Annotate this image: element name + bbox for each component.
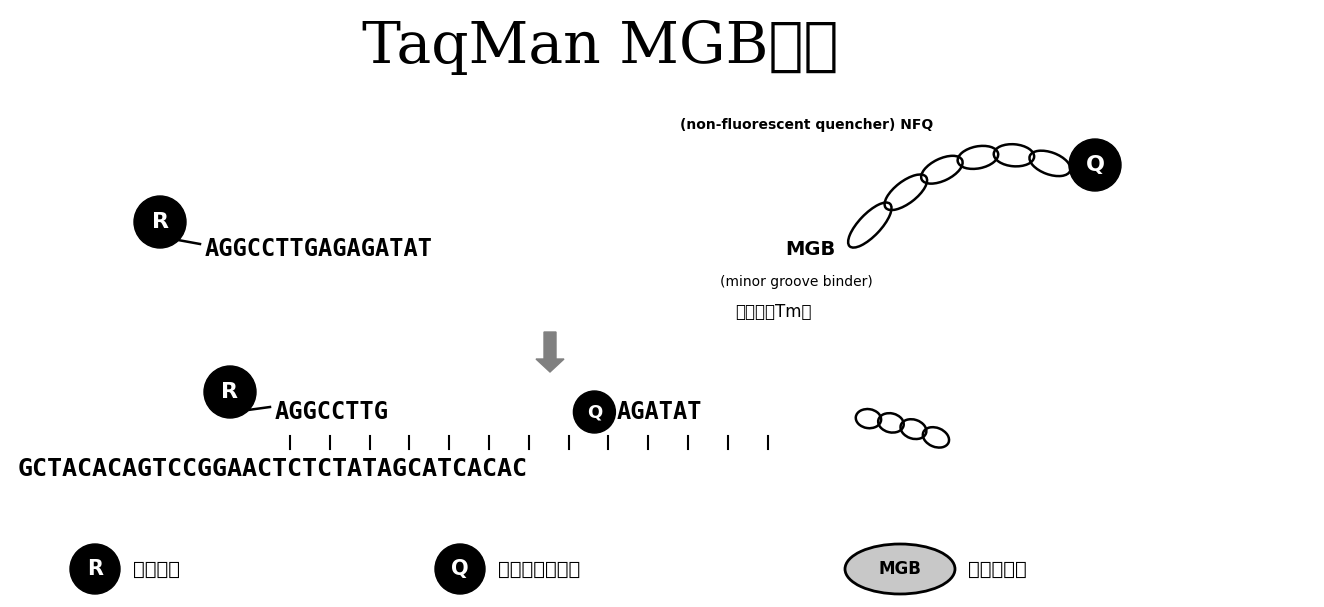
Text: Q: Q — [1086, 155, 1104, 175]
Circle shape — [436, 544, 485, 594]
Text: Q: Q — [451, 559, 469, 579]
Text: 报告荺光: 报告荺光 — [132, 560, 180, 578]
Text: AGGCCTTG: AGGCCTTG — [275, 400, 389, 424]
FancyArrow shape — [536, 332, 564, 372]
Text: R: R — [221, 382, 238, 402]
Text: Q: Q — [587, 403, 602, 421]
Circle shape — [134, 196, 185, 248]
Circle shape — [573, 391, 616, 433]
Text: AGATAT: AGATAT — [617, 400, 702, 424]
Text: GCTACACAGTCCGGAACTCTCTATAGCATCACAC: GCTACACAGTCCGGAACTCTCTATAGCATCACAC — [19, 457, 528, 481]
Ellipse shape — [845, 544, 955, 594]
Circle shape — [70, 544, 120, 594]
Text: AGGCCTTGAGAGATAT: AGGCCTTGAGAGATAT — [205, 237, 433, 261]
Circle shape — [1068, 139, 1121, 191]
Text: 小沟结合物: 小沟结合物 — [968, 560, 1026, 578]
Text: R: R — [151, 212, 168, 232]
Text: R: R — [87, 559, 103, 579]
Circle shape — [204, 366, 256, 418]
Text: 无荺光淥灭基团: 无荺光淥灭基团 — [498, 560, 580, 578]
Text: (non-fluorescent quencher) NFQ: (non-fluorescent quencher) NFQ — [681, 118, 933, 132]
Text: TaqMan MGB探针: TaqMan MGB探针 — [361, 19, 838, 75]
Text: MGB: MGB — [785, 240, 835, 259]
Text: (minor groove binder): (minor groove binder) — [720, 275, 873, 289]
Text: MGB: MGB — [879, 560, 922, 578]
Text: 提高探针Tm値: 提高探针Tm値 — [735, 303, 812, 321]
